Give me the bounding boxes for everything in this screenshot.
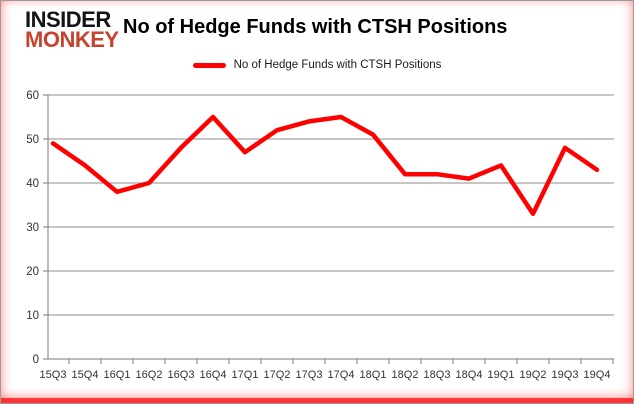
x-tick-label: 15Q3 xyxy=(40,369,67,381)
insider-monkey-logo: INSIDER MONKEY xyxy=(25,7,119,53)
x-tick-label: 16Q1 xyxy=(104,369,131,381)
y-tick-label: 40 xyxy=(26,178,39,190)
legend-label: No of Hedge Funds with CTSH Positions xyxy=(233,59,442,71)
logo-line1: INSIDER xyxy=(25,7,111,32)
y-tick-label: 10 xyxy=(26,310,39,322)
x-tick-label: 19Q1 xyxy=(488,369,515,381)
x-tick-label: 17Q3 xyxy=(296,369,323,381)
x-tick-label: 16Q2 xyxy=(136,369,163,381)
x-tick-label: 19Q4 xyxy=(584,369,611,381)
x-tick-label: 18Q4 xyxy=(456,369,483,381)
x-tick-label: 16Q3 xyxy=(168,369,195,381)
x-tick-label: 19Q2 xyxy=(520,369,547,381)
x-tick-label: 17Q4 xyxy=(328,369,355,381)
y-tick-label: 60 xyxy=(26,90,39,102)
x-tick-label: 17Q1 xyxy=(232,369,259,381)
legend-line-swatch xyxy=(192,62,226,68)
x-tick-label: 17Q2 xyxy=(264,369,291,381)
x-tick-label: 18Q2 xyxy=(392,369,419,381)
y-tick-label: 20 xyxy=(26,266,39,278)
series-line xyxy=(50,114,600,217)
page-title: No of Hedge Funds with CTSH Positions xyxy=(123,16,508,38)
logo-line2: MONKEY xyxy=(25,27,119,53)
y-tick-label: 50 xyxy=(26,134,39,146)
x-tick-label: 18Q1 xyxy=(360,369,387,381)
x-tick-label: 16Q4 xyxy=(200,369,227,381)
x-tick-label: 15Q4 xyxy=(72,369,99,381)
y-tick-label: 0 xyxy=(33,354,39,366)
x-tick-label: 18Q3 xyxy=(424,369,451,381)
x-tick-label: 19Q3 xyxy=(552,369,579,381)
legend: No of Hedge Funds with CTSH Positions xyxy=(1,59,633,71)
y-tick-label: 30 xyxy=(26,222,39,234)
